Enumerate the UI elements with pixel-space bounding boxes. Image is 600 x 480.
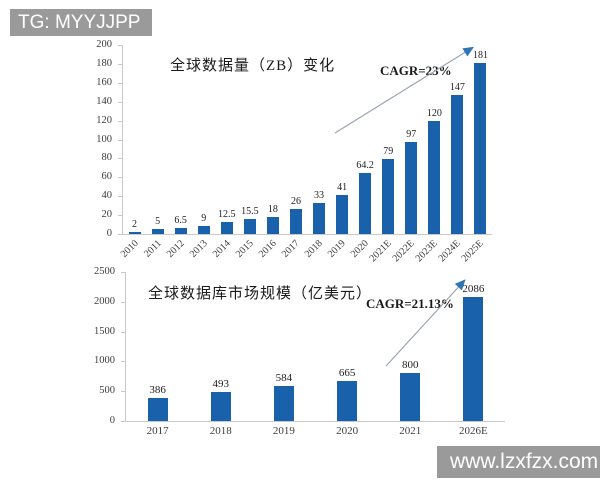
- x-tick-label: 2026E: [459, 425, 488, 437]
- y-tick-mark: [121, 421, 125, 422]
- y-axis: 2500 2000 1500 1000 500 0: [70, 266, 125, 426]
- y-tick-mark: [118, 101, 122, 103]
- bar-2021E: [382, 159, 395, 234]
- bar-value-label: 584: [275, 372, 293, 385]
- watermark-bottom-right: www.lzxfzx.com: [437, 446, 600, 478]
- watermark-top-left: TG: MYYJJPP: [10, 9, 152, 36]
- bar-value-label: 181: [472, 49, 488, 61]
- bar-2021: [400, 373, 421, 421]
- bar-2019: [336, 195, 349, 234]
- chart-database-market-size: 全球数据库市场规模（亿美元） CAGR=21.13% 2500 2000 1500 1…: [70, 265, 540, 460]
- bar-2020: [359, 173, 372, 234]
- y-tick-label: 40: [101, 190, 113, 202]
- y-tick-mark: [118, 158, 122, 160]
- plot-area: 2 2010 5 2011 6.5 2012 9 2013 12.5 2014 15.5 2015 18…: [118, 45, 492, 264]
- bar-2018: [210, 391, 231, 421]
- bar-2019: [273, 386, 294, 421]
- y-tick-label: 60: [101, 171, 113, 183]
- y-tick-mark: [118, 63, 122, 65]
- y-tick-mark: [121, 391, 125, 393]
- y-tick-mark: [118, 139, 122, 141]
- bar-value-label: 41: [337, 182, 348, 194]
- bar-2011: [151, 229, 164, 234]
- bar-2010: [128, 232, 141, 234]
- bar-value-label: 2086: [462, 282, 485, 295]
- y-tick-label: 140: [96, 95, 112, 107]
- y-tick-mark: [118, 82, 122, 84]
- bar-2022E: [405, 142, 418, 234]
- bar-2013: [197, 225, 210, 234]
- bar-2020: [337, 381, 358, 421]
- bar-value-label: 493: [212, 377, 230, 390]
- bar-value-label: 6.5: [174, 214, 187, 226]
- y-tick-label: 2000: [94, 295, 115, 307]
- bar-value-label: 26: [290, 196, 301, 208]
- y-tick-label: 1000: [94, 355, 115, 367]
- y-tick-label: 20: [101, 209, 113, 221]
- y-tick-label: 120: [96, 114, 112, 126]
- y-axis: 200 180 160 140 120 100 80 60 40 20 0: [70, 39, 122, 239]
- bar-value-label: 18: [267, 204, 278, 215]
- y-tick-label: 180: [96, 57, 112, 69]
- y-tick-mark: [118, 215, 122, 217]
- y-tick-mark: [118, 45, 122, 46]
- y-tick-label: 500: [99, 385, 115, 397]
- bar-value-label: 64.2: [356, 160, 374, 172]
- chart-global-data-volume: 全球数据量（ZB）变化 CAGR=23% 200 180 160 140 120 100 8…: [70, 30, 540, 270]
- bar-value-label: 97: [406, 129, 417, 141]
- bar-2016: [266, 217, 279, 234]
- bar-2017: [289, 209, 302, 234]
- bar-2018: [313, 202, 326, 234]
- bar-2024E: [451, 95, 464, 234]
- y-tick-mark: [121, 331, 125, 333]
- y-tick-label: 160: [96, 76, 112, 88]
- y-tick-label: 1500: [94, 325, 115, 337]
- bar-2015: [243, 219, 256, 234]
- bar-value-label: 79: [383, 146, 394, 158]
- bar-value-label: 5: [155, 216, 161, 228]
- y-tick-mark: [118, 234, 122, 235]
- y-tick-mark: [121, 361, 125, 363]
- y-tick-label: 80: [101, 152, 113, 164]
- bar-value-label: 120: [426, 107, 442, 119]
- bar-2026E: [463, 296, 484, 421]
- y-tick-mark: [121, 272, 125, 273]
- bar-value-label: 9: [201, 212, 207, 224]
- y-tick-mark: [118, 196, 122, 198]
- x-tick-label: 2020: [336, 425, 359, 437]
- bar-value-label: 800: [402, 359, 419, 372]
- bar-value-label: 15.5: [241, 206, 259, 218]
- x-tick-label: 2019: [272, 425, 295, 437]
- y-tick-mark: [118, 177, 122, 179]
- chart-title: 全球数据库市场规模（亿美元）: [148, 286, 373, 302]
- bar-2017: [147, 398, 168, 421]
- bar-2023E: [428, 120, 441, 234]
- bar-value-label: 12.5: [218, 209, 236, 221]
- bar-value-label: 2: [132, 219, 138, 231]
- bar-value-label: 147: [449, 82, 465, 94]
- bar-2025E: [474, 62, 487, 234]
- chart-title: 全球数据量（ZB）变化: [170, 58, 336, 74]
- x-tick-label: 2017: [146, 425, 169, 437]
- bar-value-label: 386: [149, 384, 166, 396]
- bar-2012: [174, 227, 187, 234]
- y-tick-label: 100: [96, 133, 112, 145]
- y-tick-mark: [118, 120, 122, 122]
- x-tick-label: 2018: [209, 425, 232, 437]
- bar-2014: [220, 222, 233, 234]
- y-tick-label: 0: [109, 415, 115, 426]
- y-tick-mark: [121, 301, 125, 303]
- plot-area: 386 2017 493 2018 584 2019 665 2020 800 2021 2086 2…: [125, 272, 505, 437]
- x-tick-label: 2021: [399, 425, 422, 437]
- y-tick-label: 200: [96, 39, 112, 50]
- bar-value-label: 33: [314, 189, 325, 201]
- y-tick-label: 0: [106, 228, 112, 239]
- y-tick-label: 2500: [94, 266, 115, 277]
- bar-value-label: 665: [338, 367, 356, 380]
